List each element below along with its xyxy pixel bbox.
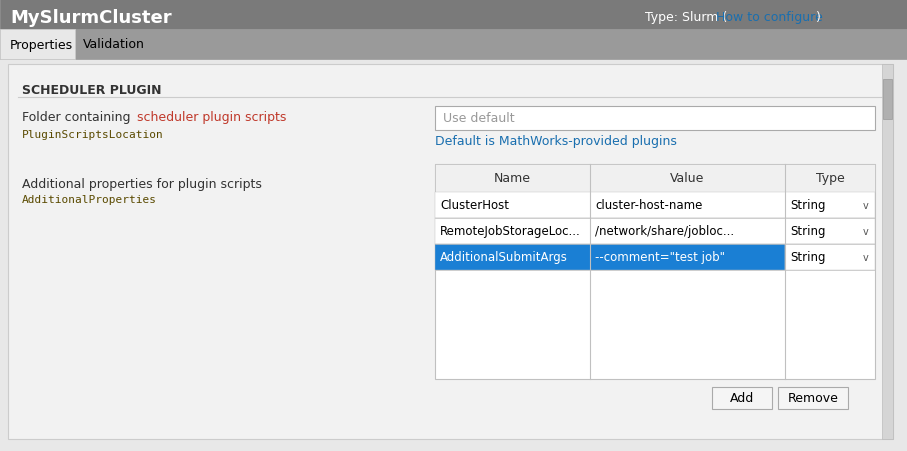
Bar [435,244,785,271]
Text: Properties: Properties [10,38,73,51]
Text: scheduler plugin scripts: scheduler plugin scripts [137,111,287,124]
Text: Additional properties for plugin scripts: Additional properties for plugin scripts [22,178,262,191]
Text: cluster-host-name: cluster-host-name [595,199,702,212]
Bar [435,165,875,193]
Bar [435,193,875,219]
Text: ): ) [816,11,821,24]
Text: Type: Type [815,172,844,185]
Bar [882,65,893,439]
Bar [712,387,772,409]
Bar [883,80,892,120]
Text: Validation: Validation [83,38,145,51]
Text: Remove: Remove [787,391,838,405]
Text: Add: Add [730,391,754,405]
Text: /network/share/jobloc...: /network/share/jobloc... [595,225,734,238]
Text: v: v [863,201,869,211]
Text: String: String [790,251,825,264]
Bar [785,244,875,271]
Bar [435,219,875,244]
Bar [0,0,907,30]
Text: --comment="test job": --comment="test job" [595,251,725,264]
Text: Type: Slurm (: Type: Slurm ( [645,11,727,24]
Text: Default is MathWorks-provided plugins: Default is MathWorks-provided plugins [435,135,677,148]
Text: AdditionalProperties: AdditionalProperties [22,194,157,205]
Bar [8,65,893,439]
Text: SCHEDULER PLUGIN: SCHEDULER PLUGIN [22,83,161,96]
Text: Use default: Use default [443,112,514,125]
Text: AdditionalSubmitArgs: AdditionalSubmitArgs [440,251,568,264]
Bar [435,165,875,379]
Bar [435,107,875,131]
Bar [0,30,75,60]
Bar [778,387,848,409]
Text: v: v [863,253,869,262]
Text: Name: Name [494,172,531,185]
Text: String: String [790,225,825,238]
Text: String: String [790,199,825,212]
Text: MySlurmCluster: MySlurmCluster [10,9,171,27]
Text: ClusterHost: ClusterHost [440,199,509,212]
Text: PluginScriptsLocation: PluginScriptsLocation [22,130,164,140]
Text: Value: Value [670,172,705,185]
Text: v: v [863,226,869,236]
Text: RemoteJobStorageLoc...: RemoteJobStorageLoc... [440,225,580,238]
Bar [0,30,907,60]
Text: Folder containing: Folder containing [22,111,134,124]
Text: How to configure: How to configure [716,11,823,24]
